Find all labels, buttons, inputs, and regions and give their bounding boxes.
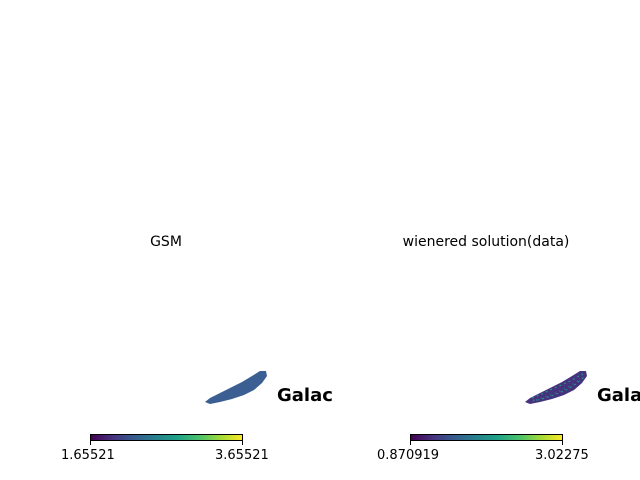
data-region-speckle-2 [535,379,580,401]
colorbar-tick-min [90,441,91,445]
colorbar-tick-min [410,441,411,445]
sky-map [205,371,267,404]
panel-title: GSM [150,234,182,250]
data-region [205,371,267,404]
colorbar [90,434,243,441]
panel-wienered: wienered solution(data) Gala 0.870919 3.… [320,0,640,480]
colorbar-tick-max [562,441,563,445]
data-region-speckle [531,373,585,402]
colorbar-tick-max [242,441,243,445]
panel-title: wienered solution(data) [402,234,570,250]
panel-gsm: GSM Galac 1.65521 3.65521 [61,234,333,463]
colorbar-max-label: 3.02275 [535,448,589,463]
coord-system-label: Gala [597,385,640,406]
colorbar-min-label: 0.870919 [377,448,440,463]
coord-system-label: Galac [277,385,333,406]
sky-map [525,371,587,404]
colorbar-max-label: 3.65521 [215,448,269,463]
colorbar [410,434,563,441]
colorbar-min-label: 1.65521 [61,448,115,463]
